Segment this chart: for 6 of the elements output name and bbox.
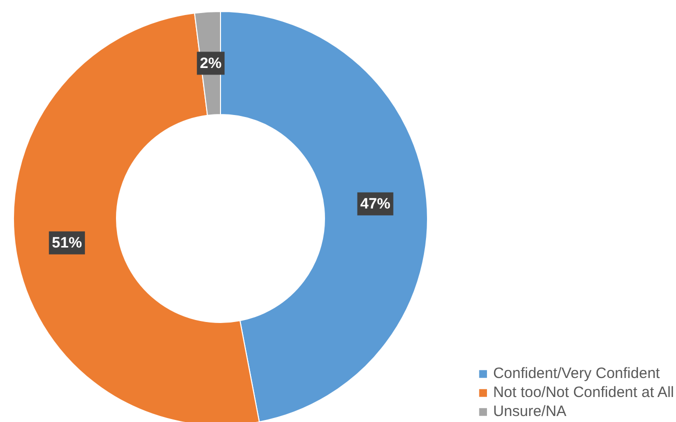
legend-label: Not too/Not Confident at All xyxy=(493,384,674,401)
legend-label: Unsure/NA xyxy=(493,403,566,420)
legend-label: Confident/Very Confident xyxy=(493,365,660,382)
data-label: 2% xyxy=(200,54,222,72)
data-label: 47% xyxy=(360,195,390,212)
data-label: 51% xyxy=(52,234,82,252)
